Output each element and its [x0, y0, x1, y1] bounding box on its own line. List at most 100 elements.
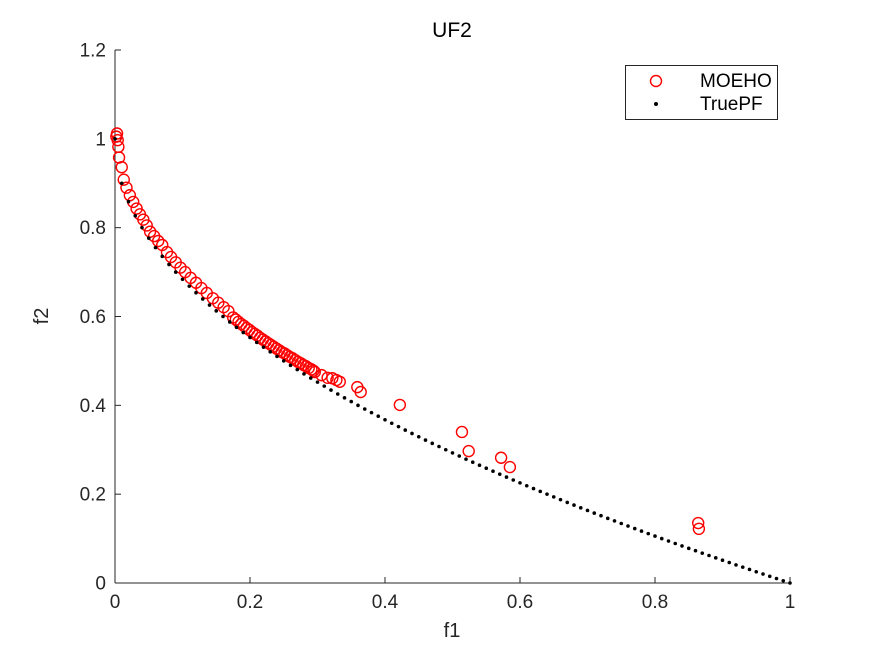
moeho-point — [111, 133, 124, 147]
truepf-dot — [356, 403, 360, 408]
truepf-dot — [383, 417, 387, 422]
truepf-dot — [362, 407, 367, 411]
truepf-dot — [254, 340, 259, 345]
truepf-dot — [214, 309, 219, 313]
truepf-dot — [693, 548, 698, 553]
truepf-dot — [227, 320, 232, 324]
legend-moeho-label: MOEHO — [700, 71, 772, 92]
truepf-dot — [720, 558, 725, 563]
truepf-dot — [653, 534, 657, 538]
truepf-dot — [761, 572, 765, 576]
moeho-point — [333, 375, 346, 388]
x-tick-label: 0 — [110, 592, 121, 613]
y-tick-label: 1.2 — [80, 41, 106, 62]
truepf-dot — [180, 277, 185, 282]
x-tick-label: 0.6 — [507, 592, 533, 613]
truepf-dot — [416, 434, 421, 439]
legend-truepf-label: TruePF — [700, 94, 763, 115]
truepf-dot — [612, 519, 617, 523]
moeho-point — [455, 425, 469, 439]
y-tick-label: 0.8 — [80, 218, 106, 239]
truepf-dot — [524, 483, 529, 488]
truepf-dot — [146, 236, 151, 240]
truepf-dot — [342, 396, 347, 400]
truepf-dot — [207, 303, 212, 307]
moeho-point — [462, 444, 475, 458]
x-axis-label: f1 — [444, 620, 461, 642]
truepf-dot — [322, 384, 327, 388]
moeho-point — [308, 365, 321, 379]
truepf-dot — [619, 521, 624, 526]
truepf-dot — [281, 359, 286, 363]
y-tick-label: 1 — [95, 129, 106, 150]
truepf-dot — [605, 516, 610, 521]
truepf-dot — [450, 451, 455, 455]
x-tick-label: 0.4 — [372, 592, 399, 613]
truepf-dot — [396, 424, 401, 429]
truepf-dot — [781, 578, 786, 583]
truepf-dot — [585, 508, 590, 513]
truepf-dot — [187, 284, 192, 288]
legend-box — [625, 65, 778, 120]
moeho-point — [151, 234, 165, 248]
truepf-dot — [700, 551, 705, 555]
moeho-point — [494, 451, 508, 464]
truepf-dot — [443, 447, 448, 452]
truepf-dot — [491, 469, 495, 474]
y-tick-label: 0.6 — [80, 307, 106, 328]
truepf-dot — [734, 563, 738, 567]
axis-ticks: 0 0.2 0.4 0.6 0.8 1 0 0.2 0.4 0.6 0.8 1 1.2 — [80, 41, 796, 614]
truepf-dot — [713, 556, 718, 560]
truepf-dot — [349, 399, 354, 404]
truepf-dot — [288, 363, 293, 368]
truepf-dot — [558, 497, 563, 502]
truepf-dot — [680, 544, 684, 548]
truepf-dot — [153, 245, 158, 250]
truepf-dot — [545, 492, 549, 496]
truepf-dot — [727, 560, 732, 565]
moeho-point — [692, 522, 706, 536]
y-tick-label: 0 — [95, 574, 106, 595]
moeho-point — [503, 460, 517, 474]
y-axis-label: f2 — [31, 308, 53, 325]
truepf-dot — [754, 569, 759, 574]
truepf-dot — [234, 325, 239, 330]
truepf-dot — [315, 380, 320, 384]
truepf-dot — [788, 581, 792, 585]
truepf-dot — [119, 181, 124, 186]
truepf-dot — [666, 539, 671, 543]
truepf-dot — [113, 137, 117, 141]
truepf-dot — [160, 254, 165, 259]
truepf-dot — [275, 354, 279, 359]
truepf-dot — [747, 567, 752, 572]
truepf-dot — [268, 350, 273, 354]
truepf-dot — [126, 199, 131, 204]
moeho-point — [222, 304, 235, 318]
truepf-dot — [470, 460, 475, 464]
y-tick-label: 0.4 — [80, 396, 107, 417]
moeho-point — [393, 398, 407, 412]
truepf-dot — [592, 511, 597, 515]
truepf-dot — [646, 531, 651, 536]
truepf-dot — [437, 444, 441, 449]
truepf-dot — [329, 388, 333, 392]
truepf-dot — [477, 463, 482, 468]
truepf-dot — [518, 481, 522, 485]
truepf-dot — [194, 290, 198, 295]
truepf-dot — [484, 466, 489, 471]
x-tick-label: 1 — [785, 592, 796, 613]
moeho-series — [110, 127, 706, 536]
moeho-point — [110, 127, 124, 140]
moeho-point — [120, 181, 133, 194]
y-tick-label: 0.2 — [80, 485, 106, 506]
truepf-dot — [511, 478, 516, 482]
truepf-dot — [599, 513, 603, 518]
truepf-dot — [632, 526, 637, 531]
truepf-dot — [167, 262, 171, 267]
truepf-dot — [410, 431, 414, 436]
legend-truepf-marker-icon — [654, 102, 658, 106]
moeho-point — [692, 516, 705, 530]
truepf-series — [113, 137, 792, 585]
